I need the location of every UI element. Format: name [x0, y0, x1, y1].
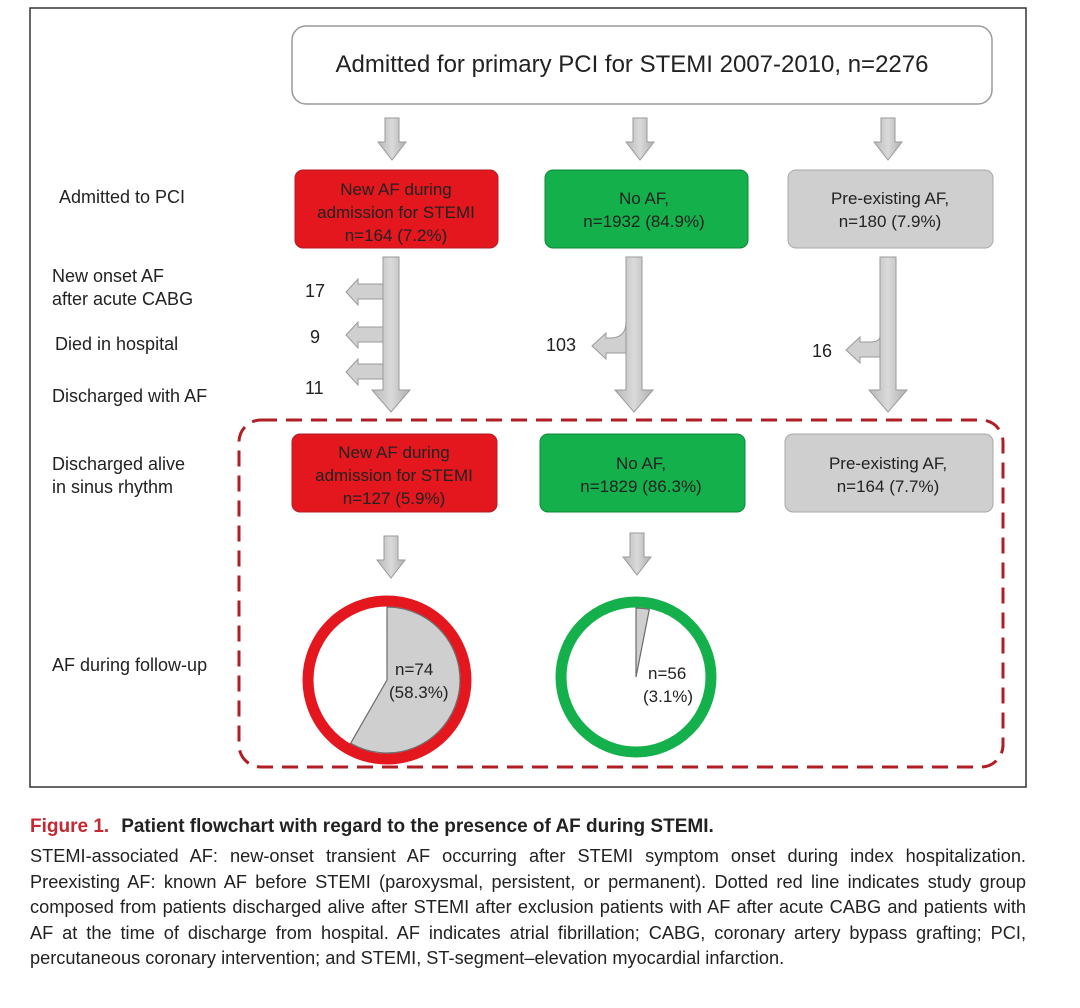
caption-heading: Figure 1. Patient flowchart with regard t… [30, 814, 1026, 840]
admission-new-af-line-1: New AF during [340, 180, 452, 199]
row-label-alive-1: Discharged alive [52, 454, 185, 474]
arrow-mid-no-af [591, 256, 655, 413]
flowchart-figure: Admitted for primary PCI for STEMI 2007-… [29, 7, 1027, 788]
discharge-new-af-line-3: n=127 (5.9%) [343, 489, 446, 508]
discharge-pre-af-line-1: Pre-existing AF, [829, 454, 947, 473]
discharge-no-af-line-2: n=1829 (86.3%) [580, 477, 701, 496]
row-label-died: Died in hospital [55, 334, 178, 354]
row-label-alive-2: in sinus rhythm [52, 477, 173, 497]
exclusion-new-af-cabg: 17 [305, 281, 325, 301]
pie-no-af-slice [635, 607, 651, 678]
admission-box-pre-af: Pre-existing AF, n=180 (7.9%) [787, 169, 994, 249]
exclusion-new-af-discharged-af: 11 [305, 378, 324, 398]
admission-new-af-line-2: admission for STEMI [317, 203, 475, 222]
pie-new-af-label-n: n=74 [395, 660, 433, 679]
admission-box-no-af: No AF, n=1932 (84.9%) [544, 169, 749, 249]
admission-no-af-line-1: No AF, [619, 189, 669, 208]
exclusion-pre-af: 16 [812, 341, 832, 361]
discharge-box-no-af: No AF, n=1829 (86.3%) [539, 433, 746, 513]
pie-new-af-slice [349, 606, 461, 754]
pie-new-af-label-pct: (58.3%) [389, 683, 449, 702]
pie-no-af-label-pct: (3.1%) [643, 687, 693, 706]
admission-new-af-line-3: n=164 (7.2%) [345, 226, 448, 245]
row-label-followup: AF during follow-up [52, 655, 207, 675]
discharge-new-af-line-2: admission for STEMI [315, 466, 473, 485]
row-label-discharged-af: Discharged with AF [52, 386, 207, 406]
admission-pre-af-line-2: n=180 (7.9%) [839, 212, 942, 231]
discharge-box-new-af: New AF during admission for STEMI n=127 … [291, 433, 498, 513]
study-group-dashed-border [237, 418, 1005, 769]
caption-figure-label: Figure 1. [30, 816, 110, 837]
exclusion-no-af: 103 [546, 335, 576, 355]
admission-pre-af-line-1: Pre-existing AF, [831, 189, 949, 208]
top-box-text: Admitted for primary PCI for STEMI 2007-… [336, 51, 929, 78]
arrow-mid-pre-af [845, 256, 909, 413]
row-label-new-onset-1: New onset AF [52, 266, 164, 286]
pie-new-af: n=74 (58.3%) [302, 595, 472, 765]
figure-frame [29, 7, 1027, 788]
pie-no-af-label-n: n=56 [648, 664, 686, 683]
discharge-box-pre-af: Pre-existing AF, n=164 (7.7%) [784, 433, 994, 513]
discharge-no-af-line-1: No AF, [616, 454, 666, 473]
row-label-admitted: Admitted to PCI [59, 187, 185, 207]
caption-body: STEMI-associated AF: new-onset transient… [30, 846, 1026, 968]
row-label-new-onset-2: after acute CABG [52, 289, 193, 309]
caption-title: Patient flowchart with regard to the pre… [121, 816, 714, 837]
discharge-new-af-line-1: New AF during [338, 443, 450, 462]
admission-box-new-af: New AF during admission for STEMI n=164 … [294, 169, 499, 249]
arrow-mid-new-af [345, 256, 412, 413]
admission-no-af-line-2: n=1932 (84.9%) [583, 212, 704, 231]
pie-no-af: n=56 (3.1%) [555, 596, 717, 758]
top-admission-box: Admitted for primary PCI for STEMI 2007-… [291, 25, 993, 105]
discharge-pre-af-line-2: n=164 (7.7%) [837, 477, 940, 496]
figure-caption: Figure 1. Patient flowchart with regard t… [30, 814, 1026, 972]
exclusion-new-af-died: 9 [310, 327, 320, 347]
